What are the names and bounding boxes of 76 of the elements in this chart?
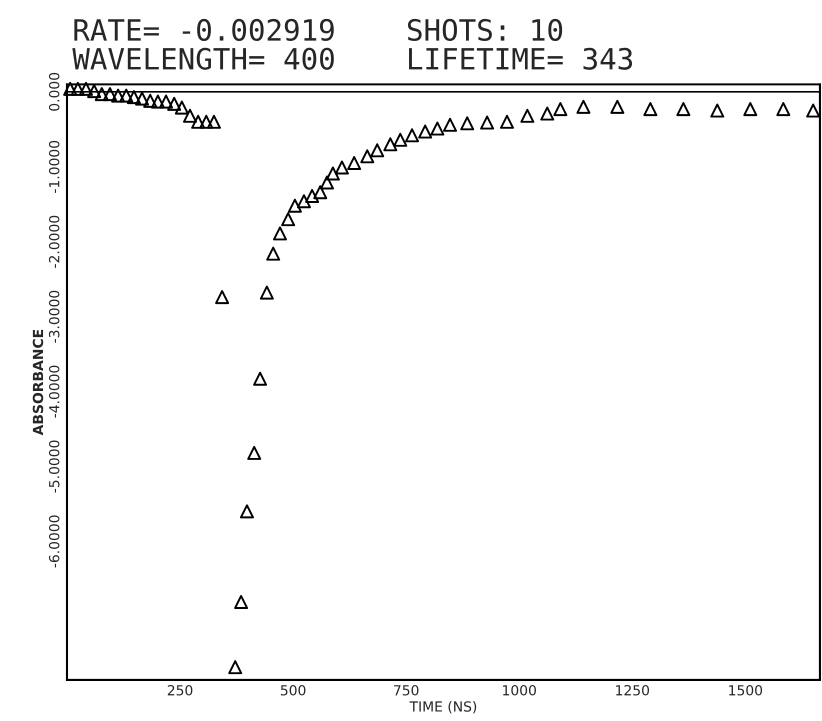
- point: [281, 212, 296, 226]
- point: [135, 92, 150, 106]
- point: [743, 102, 758, 116]
- point: [234, 595, 248, 609]
- point: [273, 226, 287, 240]
- point: [360, 149, 374, 164]
- x-tick-label: 1500: [729, 685, 762, 696]
- chart-title: RATE= -0.002919 SHOTS: 10: [74, 18, 562, 41]
- point: [806, 104, 820, 118]
- point: [480, 116, 494, 130]
- point: [334, 160, 349, 174]
- point: [63, 82, 78, 96]
- point: [260, 286, 274, 300]
- y-tick-label: -4.0000: [48, 366, 60, 418]
- point: [199, 114, 214, 129]
- point: [126, 90, 141, 104]
- point: [710, 104, 724, 118]
- point: [70, 82, 85, 96]
- point: [247, 446, 262, 460]
- y-axis-title: ABSORBANCE: [32, 330, 44, 436]
- point: [102, 87, 117, 102]
- x-tick-label: 1250: [616, 685, 650, 696]
- y-tick-label: -1.0000: [48, 140, 60, 193]
- point: [370, 143, 384, 158]
- point: [215, 290, 230, 304]
- point: [500, 114, 514, 129]
- point: [111, 88, 126, 103]
- point: [553, 102, 568, 116]
- point: [418, 124, 432, 139]
- point: [313, 185, 328, 200]
- x-tick-label: 500: [280, 685, 306, 696]
- point: [228, 660, 242, 674]
- x-tick-label: 1000: [503, 685, 536, 696]
- point: [405, 128, 420, 142]
- point: [143, 94, 158, 108]
- y-tick-label: -6.0000: [48, 515, 60, 568]
- point: [520, 108, 534, 123]
- x-tick-label: 250: [168, 685, 192, 696]
- point: [326, 166, 340, 180]
- point: [78, 82, 93, 96]
- point: [460, 116, 474, 130]
- y-tick-label: 0.000: [48, 72, 60, 111]
- point: [183, 108, 197, 123]
- point: [776, 102, 790, 116]
- point: [576, 100, 590, 114]
- point: [676, 102, 690, 116]
- point: [610, 100, 624, 114]
- point: [383, 137, 398, 152]
- point: [296, 194, 311, 208]
- point: [347, 156, 362, 170]
- point: [288, 198, 302, 213]
- point: [320, 176, 334, 190]
- point: [206, 114, 221, 129]
- x-tick-label: 750: [394, 685, 418, 696]
- point: [87, 84, 102, 98]
- point: [540, 106, 554, 121]
- point: [191, 114, 206, 129]
- point: [174, 100, 189, 115]
- point: [443, 118, 458, 132]
- point: [253, 372, 268, 386]
- point: [305, 188, 320, 203]
- point: [393, 132, 408, 147]
- point: [266, 246, 280, 261]
- y-tick-label: -2.0000: [48, 216, 60, 268]
- point: [167, 96, 182, 111]
- point: [150, 94, 165, 109]
- point: [119, 88, 134, 103]
- chart-subtitle: WAVELENGTH= 400 LIFETIME= 343: [72, 48, 632, 70]
- point: [240, 504, 254, 518]
- point: [94, 87, 109, 102]
- point: [643, 102, 658, 116]
- y-tick-label: -3.0000: [48, 290, 60, 343]
- y-tick-label: -5.0000: [48, 440, 60, 493]
- point: [430, 122, 444, 136]
- x-axis-title: TIME (NS): [410, 701, 476, 714]
- point: [159, 94, 174, 109]
